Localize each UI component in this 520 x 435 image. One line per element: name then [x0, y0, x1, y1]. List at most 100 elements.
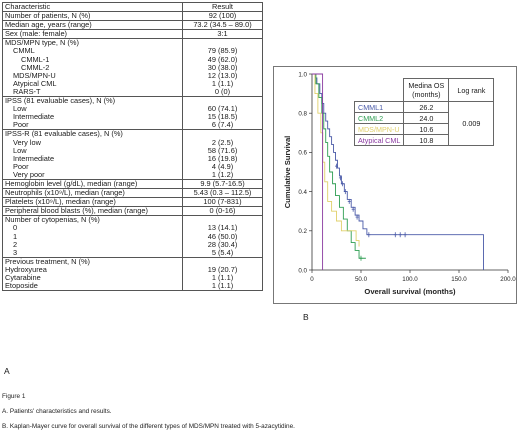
row-value: 13 (14.1)	[182, 224, 263, 233]
row-label: RARS-T	[2, 87, 183, 97]
row-label: 3	[2, 248, 183, 258]
row-value	[182, 129, 263, 139]
row-label: Peripheral blood blasts (%), median (ran…	[2, 206, 183, 216]
y-tick-label: 0.6	[298, 150, 307, 157]
legend-header-logrank: Log rank	[448, 78, 495, 102]
row-value: 46 (50.0)	[182, 232, 263, 241]
legend-value-cmml2: 24.0	[403, 112, 450, 124]
row-label: Sex (male: female)	[2, 29, 183, 39]
row-label: Platelets (x10⁹/L), median (range)	[2, 197, 183, 207]
y-tick-label: 0.2	[298, 228, 307, 235]
legend-value-cmml1: 26.2	[403, 101, 450, 113]
row-value: 1 (1.1)	[182, 282, 263, 292]
row-value: 73.2 (34.5 – 89.0)	[182, 20, 263, 30]
table-row: Low 60 (74.1)	[2, 105, 263, 114]
legend-value-atypical-cml: 10.8	[403, 134, 450, 146]
table-row: Previous treatment, N (%)	[2, 256, 263, 266]
table-row: CMML-1 49 (62.0)	[2, 55, 263, 64]
table-row: Etoposide 1 (1.1)	[2, 282, 263, 292]
table-row: Very poor 1 (1.2)	[2, 170, 263, 180]
table-row: Neutrophils (x10⁹/L), median (range) 5.43…	[2, 188, 263, 198]
table-row: Poor 6 (7.4)	[2, 121, 263, 130]
table-row: Poor 4 (4.9)	[2, 162, 263, 171]
x-tick-label: 150.0	[451, 276, 467, 283]
table-header-row: Characteristic Result	[2, 1, 263, 12]
y-tick-label: 0.8	[298, 111, 307, 118]
table-row: IPSS-R (81 evaluable cases), N (%)	[2, 129, 263, 139]
series-line-3	[312, 73, 324, 270]
legend-header-os-text: Medina OS (months)	[408, 81, 445, 99]
row-label: CMML	[2, 47, 183, 56]
row-label: Previous treatment, N (%)	[2, 256, 183, 266]
row-value: 2 (2.5)	[182, 138, 263, 147]
row-value: 28 (30.4)	[182, 240, 263, 249]
legend-name-cmml2: CMML2	[353, 112, 405, 124]
series-line-1	[312, 73, 366, 259]
row-label: CMML-2	[2, 63, 183, 72]
row-value: 3:1	[182, 29, 263, 39]
row-value: 12 (13.0)	[182, 71, 263, 80]
x-tick-label: 0	[310, 276, 314, 283]
panel-a-label: A	[4, 366, 10, 376]
row-label: Cytarabine	[2, 274, 183, 283]
panel-b-label: B	[303, 312, 309, 322]
header-result: Result	[182, 1, 263, 12]
row-label: Number of patients, N (%)	[2, 11, 183, 21]
row-value: 100 (7-831)	[182, 197, 263, 207]
series-line-0	[312, 73, 484, 270]
table-row: Low 58 (71.6)	[2, 146, 263, 155]
table-row: Platelets (x10⁹/L), median (range) 100 (7…	[2, 197, 263, 207]
table-row: 1 46 (50.0)	[2, 232, 263, 241]
table-row: Very low 2 (2.5)	[2, 138, 263, 147]
figure-caption-title: Figure 1	[2, 393, 26, 400]
table-row: Intermediate 15 (18.5)	[2, 113, 263, 122]
row-label: Intermediate	[2, 154, 183, 163]
kaplan-meier-svg: 0.0 0.2 0.4 0.6 0.8 1.0 0 50.0 100.0 150.0 200.0 Ov…	[283, 71, 516, 296]
table-row: Cytarabine 1 (1.1)	[2, 274, 263, 283]
row-value: 1 (1.1)	[182, 79, 263, 88]
header-characteristic: Characteristic	[2, 1, 183, 12]
row-label: Very poor	[2, 170, 183, 180]
row-label: 2	[2, 240, 183, 249]
row-value: 9.9 (5.7-16.5)	[182, 178, 263, 189]
table-row: Median age, years (range) 73.2 (34.5 – 89…	[2, 20, 263, 30]
table-row: RARS-T 0 (0)	[2, 87, 263, 97]
row-label: Atypical CML	[2, 79, 183, 88]
table-row: Hemoglobin level (g/dL), median (range) 9…	[2, 178, 263, 189]
table-row: Peripheral blood blasts (%), median (ran…	[2, 206, 263, 216]
table-row: Sex (male: female) 3:1	[2, 29, 263, 39]
table-row: Number of patients, N (%) 92 (100)	[2, 11, 263, 21]
row-value: 15 (18.5)	[182, 113, 263, 122]
table-row: Number of cytopenias, N (%)	[2, 215, 263, 225]
row-label: Hemoglobin level (g/dL), median (range)	[2, 178, 183, 189]
legend-header-os: Medina OS (months)	[403, 78, 450, 102]
row-value	[182, 38, 263, 48]
row-label: Number of cytopenias, N (%)	[2, 215, 183, 225]
table-row: MDS/MPN type, N (%)	[2, 38, 263, 48]
y-tick-label: 0.0	[298, 267, 307, 274]
patient-characteristics-table: Characteristic Result Number of patients…	[2, 1, 263, 292]
row-value: 79 (85.9)	[182, 47, 263, 56]
x-axis-label: Overall survival (months)	[364, 287, 456, 296]
x-tick-label: 50.0	[355, 276, 368, 283]
row-label: Median age, years (range)	[2, 20, 183, 30]
row-value: 0 (0)	[182, 87, 263, 97]
row-label: Low	[2, 105, 183, 114]
figure-caption-a: A. Patients' characteristics and results…	[2, 408, 112, 415]
median-os-legend-table: Medina OS (months) Log rank CMML1 26.2 0…	[353, 78, 495, 146]
row-label: MDS/MPN type, N (%)	[2, 38, 183, 48]
table-row: MDS/MPN-U 12 (13.0)	[2, 71, 263, 80]
row-label: IPSS (81 evaluable cases), N (%)	[2, 96, 183, 106]
x-tick-label: 200.0	[500, 276, 516, 283]
y-axis-label: Cumulative Survival	[283, 136, 292, 209]
row-value	[182, 215, 263, 225]
series-line-2	[312, 73, 360, 247]
x-tick-label: 100.0	[402, 276, 418, 283]
table-row: Atypical CML 1 (1.1)	[2, 79, 263, 88]
row-label: MDS/MPN-U	[2, 71, 183, 80]
row-value: 49 (62.0)	[182, 55, 263, 64]
row-value: 60 (74.1)	[182, 105, 263, 114]
row-value: 4 (4.9)	[182, 162, 263, 171]
row-value: 5 (5.4)	[182, 248, 263, 258]
